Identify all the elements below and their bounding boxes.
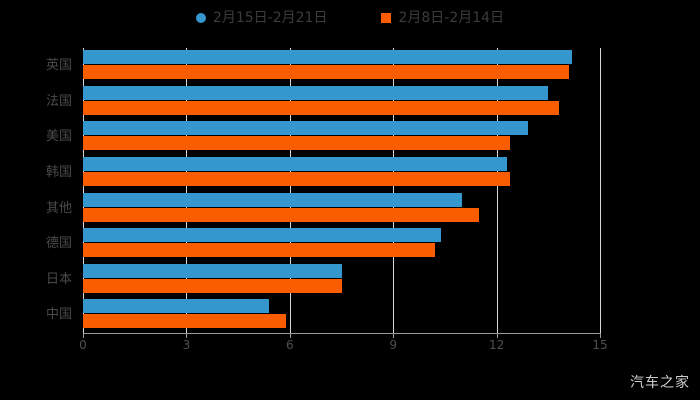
category-label-法国: 法国	[45, 93, 72, 109]
category-label-美国: 美国	[45, 129, 72, 145]
chart-row	[83, 156, 600, 190]
bar-美国-series-1[interactable]	[83, 136, 511, 151]
bar-美国-series-0[interactable]	[83, 121, 528, 136]
plot-area	[83, 48, 601, 333]
bar-法国-series-1[interactable]	[83, 100, 559, 115]
x-tick-label-9: 9	[389, 338, 398, 352]
square-marker-icon	[381, 13, 392, 23]
gridline-x-9	[393, 48, 395, 333]
x-tick-label-0: 0	[79, 338, 87, 352]
category-label-德国: 德国	[45, 236, 72, 252]
x-tick-label-15: 15	[592, 338, 608, 352]
legend-item-series-0[interactable]: 2月15日-2月21日	[195, 10, 328, 26]
chart-row	[83, 85, 600, 119]
bar-中国-series-1[interactable]	[83, 314, 287, 329]
chart-row	[83, 263, 600, 297]
bar-英国-series-1[interactable]	[83, 65, 569, 79]
bar-日本-series-1[interactable]	[83, 278, 342, 293]
bar-法国-series-0[interactable]	[83, 85, 549, 100]
legend-label-series-0: 2月15日-2月21日	[212, 10, 328, 26]
x-tick-9	[393, 333, 395, 338]
x-axis-line	[83, 333, 601, 334]
bar-英国-series-0[interactable]	[83, 50, 573, 64]
bar-韩国-series-0[interactable]	[83, 156, 507, 171]
x-tick-0	[83, 333, 84, 338]
x-tick-label-6: 6	[285, 338, 294, 352]
bar-中国-series-0[interactable]	[83, 299, 270, 314]
watermark-label: 汽车之家	[630, 375, 690, 391]
bar-德国-series-1[interactable]	[83, 243, 435, 258]
category-label-英国: 英国	[45, 58, 72, 73]
bar-德国-series-0[interactable]	[83, 228, 442, 243]
x-tick-15	[600, 333, 601, 338]
gridline-x-3	[186, 48, 188, 333]
category-label-中国: 中国	[45, 307, 72, 323]
gridline-x-6	[289, 48, 291, 333]
bar-韩国-series-1[interactable]	[83, 171, 511, 186]
gridline-x-15	[600, 48, 601, 333]
x-tick-label-3: 3	[182, 338, 191, 352]
chart-row	[83, 120, 600, 154]
chart-row	[83, 192, 600, 226]
chart-row	[83, 49, 600, 83]
bar-其他-series-0[interactable]	[83, 192, 463, 207]
chart-legend: 2月15日-2月21日 2月8日-2月14日	[0, 6, 700, 30]
bar-日本-series-0[interactable]	[83, 263, 342, 278]
x-tick-label-12: 12	[488, 338, 505, 352]
x-tick-12	[496, 333, 498, 338]
bar-其他-series-1[interactable]	[83, 207, 480, 222]
x-tick-3	[186, 333, 188, 338]
chart-row	[83, 227, 600, 261]
category-label-日本: 日本	[45, 271, 72, 287]
legend-item-series-1[interactable]: 2月8日-2月14日	[381, 11, 504, 25]
gridline-x-12	[496, 48, 498, 333]
category-label-其他: 其他	[45, 200, 72, 216]
gridline-x-0	[83, 48, 84, 333]
category-label-韩国: 韩国	[45, 164, 72, 180]
chart-row	[83, 298, 600, 332]
circle-marker-icon	[195, 13, 206, 23]
x-tick-6	[289, 333, 291, 338]
legend-label-series-1: 2月8日-2月14日	[398, 10, 505, 26]
